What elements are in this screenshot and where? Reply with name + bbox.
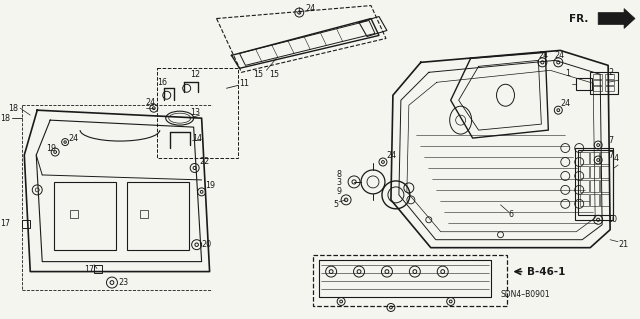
Bar — [127, 182, 189, 250]
Text: 5: 5 — [333, 200, 339, 209]
Bar — [600, 194, 609, 206]
Bar — [157, 68, 239, 158]
Bar — [593, 80, 602, 85]
Text: 24: 24 — [386, 151, 396, 160]
Bar — [313, 255, 508, 307]
Text: 21: 21 — [618, 240, 628, 249]
Text: 7: 7 — [608, 136, 613, 145]
Text: 19: 19 — [205, 182, 216, 190]
Text: 17: 17 — [84, 265, 94, 274]
Text: 18: 18 — [8, 104, 19, 113]
Text: 12: 12 — [189, 70, 200, 79]
Bar — [578, 150, 613, 215]
Bar — [600, 166, 609, 178]
Text: 8: 8 — [336, 170, 341, 180]
Text: 22: 22 — [200, 158, 210, 167]
Bar — [140, 210, 148, 218]
Text: 4: 4 — [614, 153, 619, 162]
Bar — [22, 220, 30, 228]
Text: 13: 13 — [189, 108, 200, 117]
Bar — [580, 166, 589, 178]
Bar — [605, 80, 614, 85]
Text: 14: 14 — [191, 134, 202, 143]
Text: FR.: FR. — [569, 13, 588, 24]
Bar — [590, 72, 618, 94]
Bar — [576, 78, 592, 90]
Text: 19: 19 — [46, 144, 56, 152]
Bar — [600, 152, 609, 164]
Text: 17: 17 — [0, 219, 10, 228]
Text: 16: 16 — [157, 78, 167, 87]
Text: 15: 15 — [269, 70, 280, 79]
Polygon shape — [598, 9, 635, 28]
Bar — [590, 166, 599, 178]
Bar — [590, 194, 599, 206]
Bar — [593, 74, 602, 79]
Text: 6: 6 — [509, 210, 513, 219]
Text: 24: 24 — [554, 51, 564, 60]
Bar — [94, 264, 102, 272]
Text: 3: 3 — [336, 178, 341, 188]
Text: 24: 24 — [560, 99, 570, 108]
Text: 20: 20 — [202, 240, 212, 249]
Text: 11: 11 — [239, 79, 250, 88]
Text: 18: 18 — [1, 114, 10, 122]
Text: 10: 10 — [607, 215, 617, 224]
Text: 23: 23 — [118, 278, 128, 287]
Text: SDN4–B0901: SDN4–B0901 — [500, 290, 550, 299]
Text: 1: 1 — [565, 69, 570, 78]
Text: 9: 9 — [336, 187, 341, 197]
Bar — [600, 180, 609, 192]
Text: 15: 15 — [253, 70, 264, 79]
Text: 2: 2 — [608, 68, 613, 77]
Text: 7: 7 — [608, 151, 613, 160]
Bar — [590, 152, 599, 164]
Text: 24: 24 — [538, 51, 548, 60]
Text: 24: 24 — [68, 134, 78, 143]
Bar — [70, 210, 78, 218]
Bar — [54, 182, 116, 250]
Bar — [575, 148, 613, 220]
Bar — [580, 194, 589, 206]
Text: B-46-1: B-46-1 — [527, 267, 566, 277]
Bar — [590, 180, 599, 192]
Bar — [580, 180, 589, 192]
Text: 24: 24 — [146, 98, 156, 107]
Bar — [593, 86, 602, 91]
Bar — [605, 86, 614, 91]
Bar — [580, 152, 589, 164]
Bar — [605, 74, 614, 79]
Text: 24: 24 — [305, 4, 316, 13]
